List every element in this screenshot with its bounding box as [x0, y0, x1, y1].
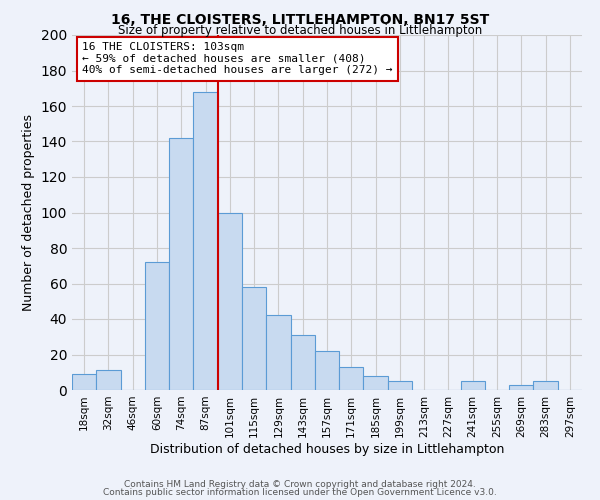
Y-axis label: Number of detached properties: Number of detached properties — [22, 114, 35, 311]
Text: Contains public sector information licensed under the Open Government Licence v3: Contains public sector information licen… — [103, 488, 497, 497]
Bar — [290, 335, 315, 390]
Bar — [509, 384, 533, 390]
X-axis label: Distribution of detached houses by size in Littlehampton: Distribution of detached houses by size … — [150, 442, 504, 456]
Bar — [461, 381, 485, 390]
Bar — [339, 367, 364, 390]
Bar — [169, 138, 193, 390]
Text: Contains HM Land Registry data © Crown copyright and database right 2024.: Contains HM Land Registry data © Crown c… — [124, 480, 476, 489]
Text: 16, THE CLOISTERS, LITTLEHAMPTON, BN17 5ST: 16, THE CLOISTERS, LITTLEHAMPTON, BN17 5… — [111, 12, 489, 26]
Bar — [388, 381, 412, 390]
Bar — [533, 381, 558, 390]
Bar — [193, 92, 218, 390]
Bar — [145, 262, 169, 390]
Bar — [315, 351, 339, 390]
Bar — [364, 376, 388, 390]
Bar — [218, 212, 242, 390]
Text: 16 THE CLOISTERS: 103sqm
← 59% of detached houses are smaller (408)
40% of semi-: 16 THE CLOISTERS: 103sqm ← 59% of detach… — [82, 42, 392, 76]
Bar — [242, 287, 266, 390]
Bar — [266, 316, 290, 390]
Bar — [96, 370, 121, 390]
Text: Size of property relative to detached houses in Littlehampton: Size of property relative to detached ho… — [118, 24, 482, 37]
Bar — [72, 374, 96, 390]
